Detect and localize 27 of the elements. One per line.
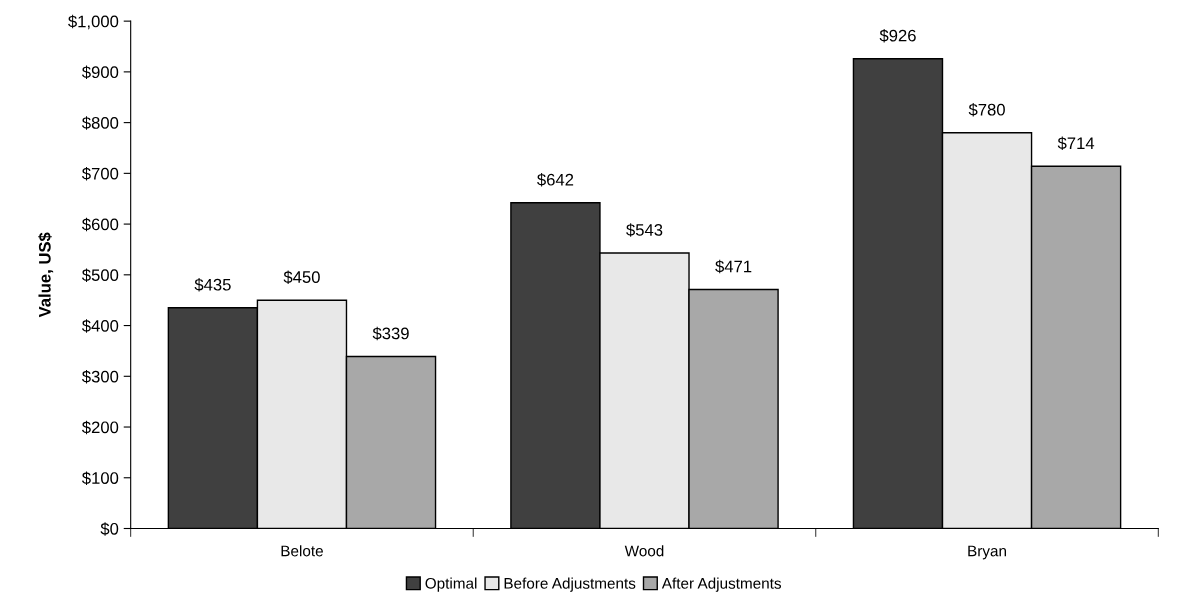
y-tick-label: $800	[81, 116, 119, 130]
data-label: $926	[879, 29, 916, 43]
x-tick-label: Belote	[281, 545, 323, 557]
y-tick-label: $0	[100, 522, 119, 536]
data-label: $339	[372, 326, 409, 341]
y-tick-label: $900	[81, 65, 119, 80]
data-label: $642	[537, 173, 574, 187]
data-label: $780	[968, 103, 1005, 117]
legend-label: Before Adjustments	[504, 577, 636, 592]
legend-label: After Adjustments	[661, 577, 782, 592]
y-tick-label: $1,000	[68, 14, 119, 30]
y-axis-title: Value, US$	[38, 232, 54, 318]
y-tick-label: $100	[81, 471, 119, 485]
x-tick-label: Wood	[624, 545, 664, 557]
y-tick-label: $200	[81, 420, 119, 435]
y-tick-label: $400	[81, 319, 119, 333]
y-tick-label: $300	[81, 369, 119, 384]
x-tick-label: Bryan	[968, 545, 1006, 560]
data-label: $471	[715, 259, 752, 274]
y-tick-label: $500	[81, 268, 119, 283]
data-label: $450	[283, 270, 320, 284]
data-label: $435	[194, 278, 231, 292]
y-tick-label: $700	[81, 167, 119, 181]
y-tick-label: $600	[81, 217, 119, 232]
data-label: $543	[626, 223, 663, 237]
data-label: $714	[1057, 136, 1095, 151]
legend-label: Optimal	[425, 577, 477, 592]
